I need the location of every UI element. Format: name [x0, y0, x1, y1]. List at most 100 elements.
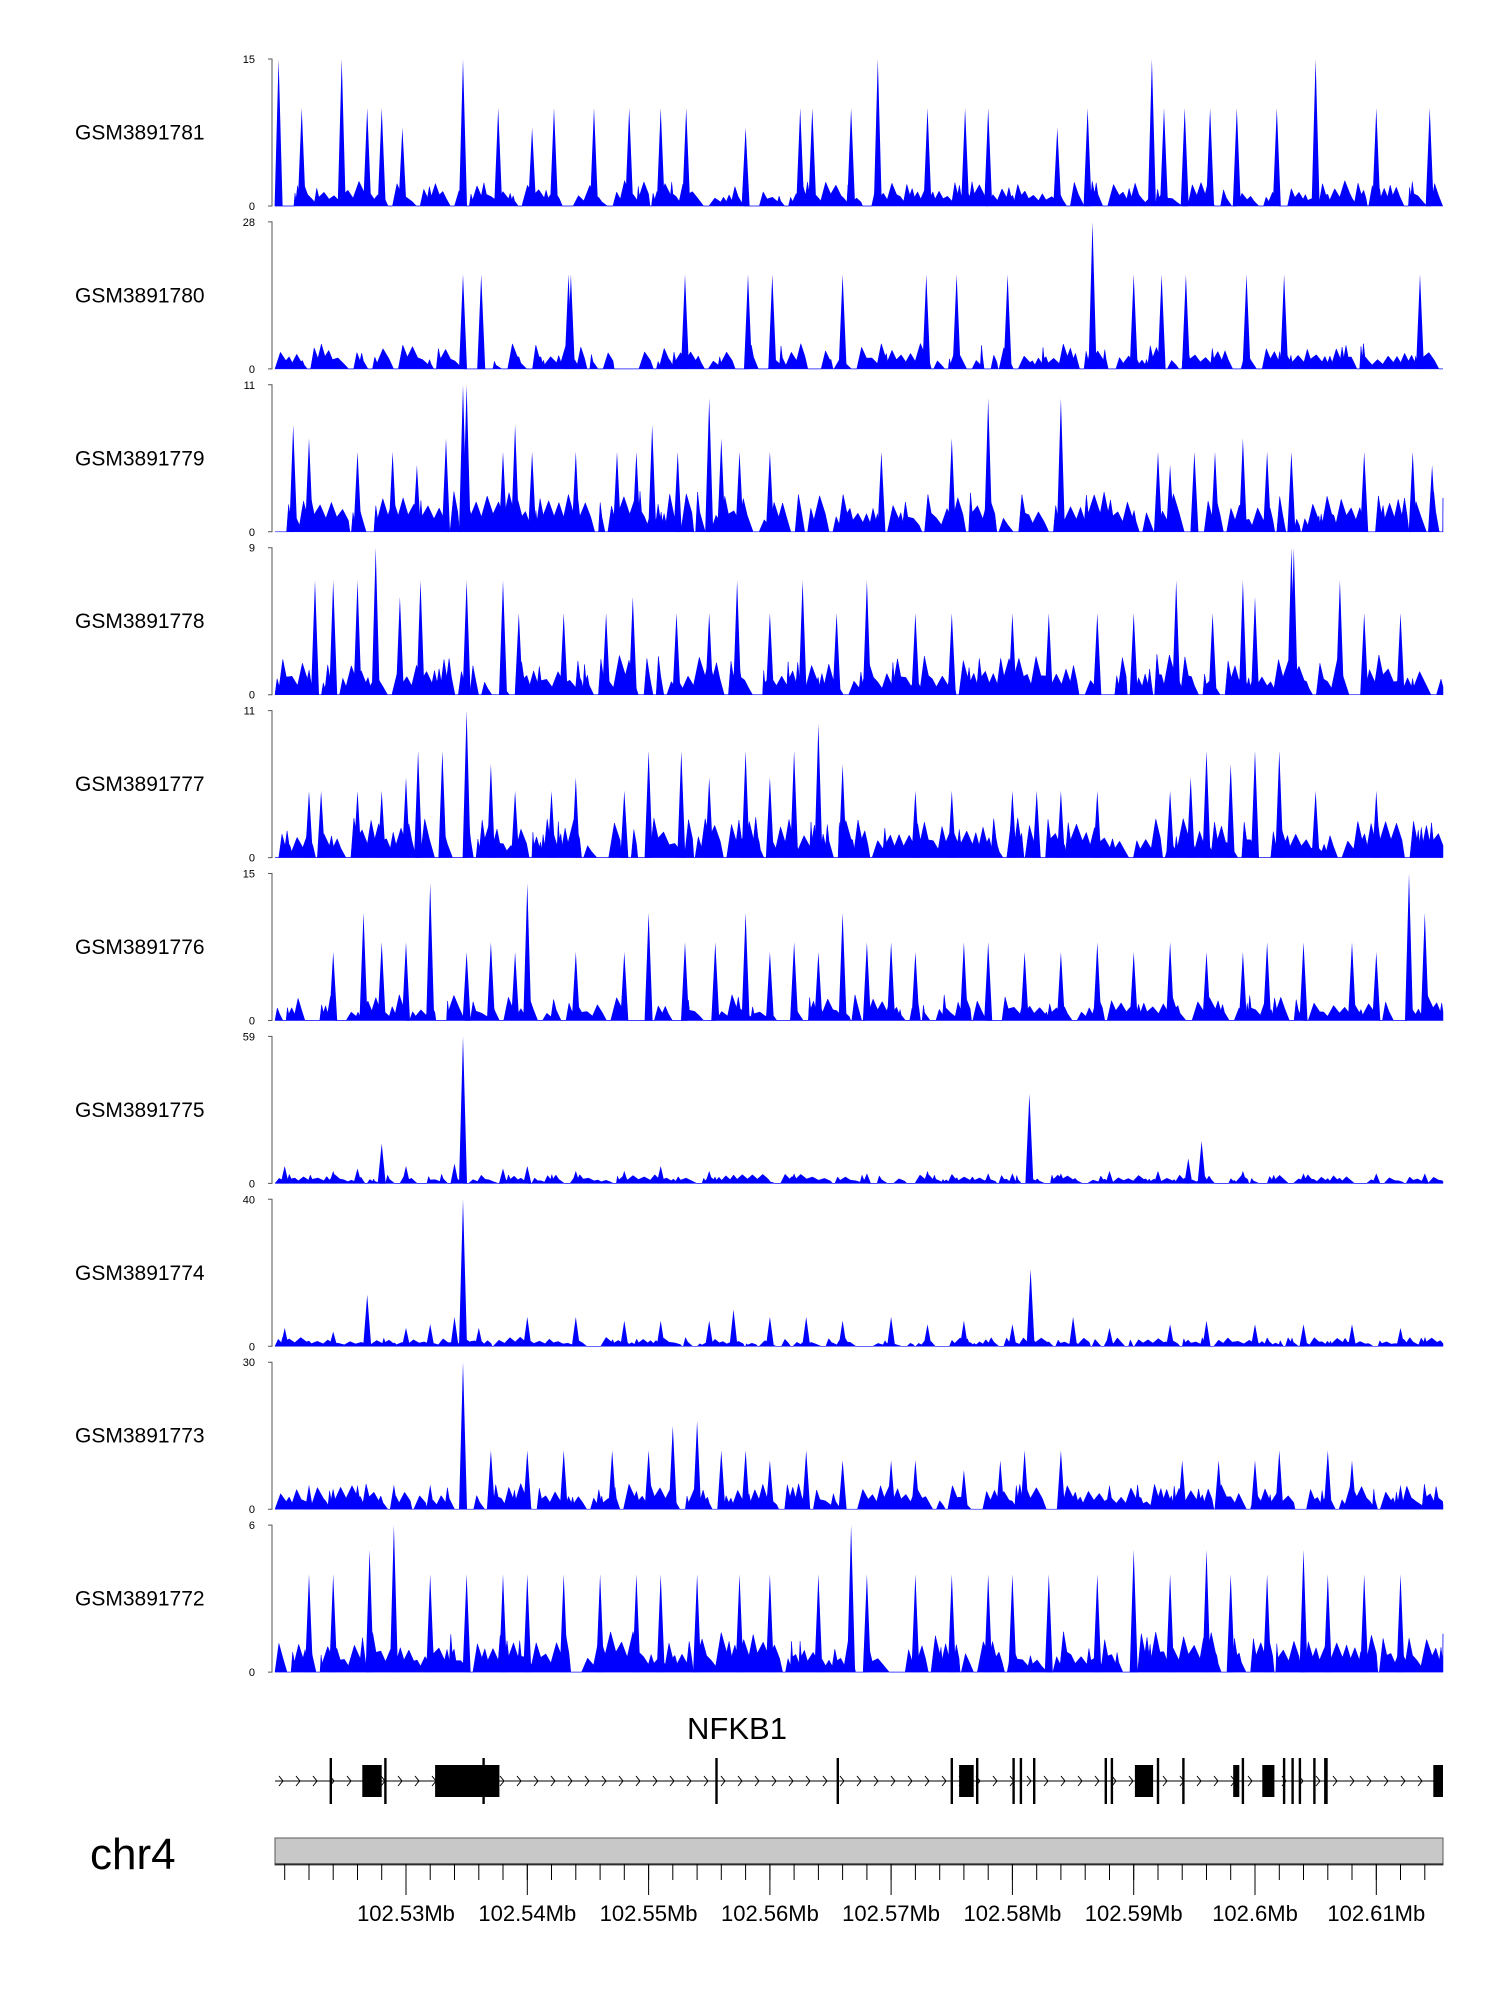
strand-arrow	[516, 1775, 522, 1787]
strand-arrow	[1060, 1775, 1066, 1787]
coverage-peak	[693, 1574, 702, 1673]
y-max-label: 11	[244, 706, 255, 718]
coverage-peak	[862, 1574, 871, 1673]
coverage-peak	[1166, 942, 1175, 1021]
coverage-peak	[1172, 580, 1181, 695]
coverage-peak	[923, 1170, 932, 1184]
coverage-area	[275, 817, 1444, 858]
y-min-label: 0	[249, 1178, 255, 1190]
coverage-peak	[459, 1036, 467, 1184]
coverage-peak	[744, 274, 752, 369]
strand-arrow	[1400, 1775, 1406, 1787]
coverage-peak	[672, 613, 681, 695]
coverage-peak	[705, 1320, 714, 1347]
coverage-peak	[1044, 613, 1053, 695]
coverage-peak	[1008, 790, 1017, 858]
coverage-peak	[602, 613, 611, 695]
coverage-peak	[961, 108, 970, 206]
coverage-peak	[459, 59, 467, 206]
coverage-peak	[1238, 438, 1247, 532]
coverage-peak	[705, 1170, 714, 1184]
coverage-peak	[438, 750, 447, 858]
coverage-peak	[1226, 764, 1235, 858]
y-min-label: 0	[249, 690, 255, 702]
coverage-peak	[494, 108, 503, 206]
coverage-peak	[462, 580, 471, 695]
coverage-peak	[317, 790, 326, 858]
coverage-peak	[514, 613, 523, 695]
exon	[950, 1758, 953, 1804]
y-min-label: 0	[249, 1016, 255, 1028]
track-label: GSM3891775	[75, 1099, 205, 1122]
coverage-peak	[838, 1460, 847, 1510]
strand-arrow	[873, 1775, 879, 1787]
y-max-label: 6	[249, 1520, 255, 1532]
coverage-peak	[1056, 1173, 1065, 1184]
coverage-peak	[1166, 465, 1175, 532]
coverage-peak	[984, 1173, 993, 1184]
track-label: GSM3891772	[75, 1588, 205, 1611]
coverage-peak	[1263, 942, 1272, 1021]
coverage-peak	[1372, 1173, 1381, 1184]
coverage-peak	[947, 1574, 956, 1673]
coverage-peak	[359, 912, 368, 1021]
coverage-peak	[402, 1327, 410, 1347]
coverage-peak	[814, 724, 823, 858]
coverage-peak	[1166, 1324, 1175, 1347]
strand-arrow	[1332, 1775, 1338, 1787]
coverage-peak	[571, 451, 580, 532]
coverage-peak	[363, 1294, 372, 1347]
strand-arrow	[669, 1775, 675, 1787]
track-label: GSM3891778	[75, 610, 205, 633]
coverage-peak	[1008, 1324, 1017, 1347]
coverage-peak	[911, 1574, 920, 1673]
track-GSM3891778: GSM3891778 9 0	[75, 543, 1444, 702]
exon	[1298, 1758, 1302, 1804]
exon	[1134, 1765, 1154, 1797]
coverage-peak	[1056, 790, 1065, 858]
track-GSM3891776: GSM3891776 15 0	[75, 869, 1444, 1028]
coverage-peak	[887, 1460, 896, 1510]
coverage-peak	[1166, 1574, 1175, 1673]
track-GSM3891774: GSM3891774 40 0	[75, 1194, 1444, 1353]
coverage-peak	[329, 1170, 338, 1184]
strand-arrow	[1094, 1775, 1100, 1787]
coverage-peak	[462, 710, 471, 858]
y-axis-bracket	[268, 1524, 273, 1673]
coverage-peak	[668, 1425, 677, 1510]
y-axis-bracket	[268, 873, 273, 1021]
coverage-peak	[656, 1166, 665, 1184]
coverage-peak	[887, 1316, 896, 1347]
coverage-peak	[477, 274, 486, 369]
coverage-peak	[486, 1450, 495, 1510]
exon	[329, 1758, 332, 1804]
coverage-peak	[705, 398, 714, 532]
coverage-peak	[765, 1574, 774, 1673]
coverage-peak	[733, 580, 742, 695]
coverage-peak	[741, 1450, 750, 1510]
coverage-peak	[1083, 108, 1092, 206]
coverage-peak	[911, 613, 920, 695]
coverage-peak	[1311, 790, 1320, 858]
strand-arrow	[601, 1775, 607, 1787]
coverage-peak	[1425, 108, 1434, 206]
gene-track: NFKB1	[275, 1711, 1443, 1804]
y-max-label: 15	[243, 869, 255, 881]
coverage-peak	[1202, 1549, 1211, 1673]
coverage-peak	[1129, 274, 1138, 369]
strand-arrow	[1417, 1775, 1423, 1787]
coverage-peak	[523, 1574, 532, 1673]
strand-arrow	[533, 1775, 539, 1787]
coverage-peak	[798, 580, 807, 695]
coverage-peak	[838, 764, 847, 858]
coverage-peak	[959, 942, 968, 1021]
coverage-peak	[1020, 1450, 1029, 1510]
strand-arrow	[1162, 1775, 1168, 1787]
coverage-peak	[1178, 1460, 1187, 1510]
strand-arrow	[1128, 1775, 1134, 1787]
coverage-peak	[566, 274, 575, 369]
strand-arrow	[1349, 1775, 1355, 1787]
y-axis-bracket	[268, 384, 273, 533]
coverage-peak	[311, 580, 319, 695]
coverage-peak	[923, 108, 932, 206]
